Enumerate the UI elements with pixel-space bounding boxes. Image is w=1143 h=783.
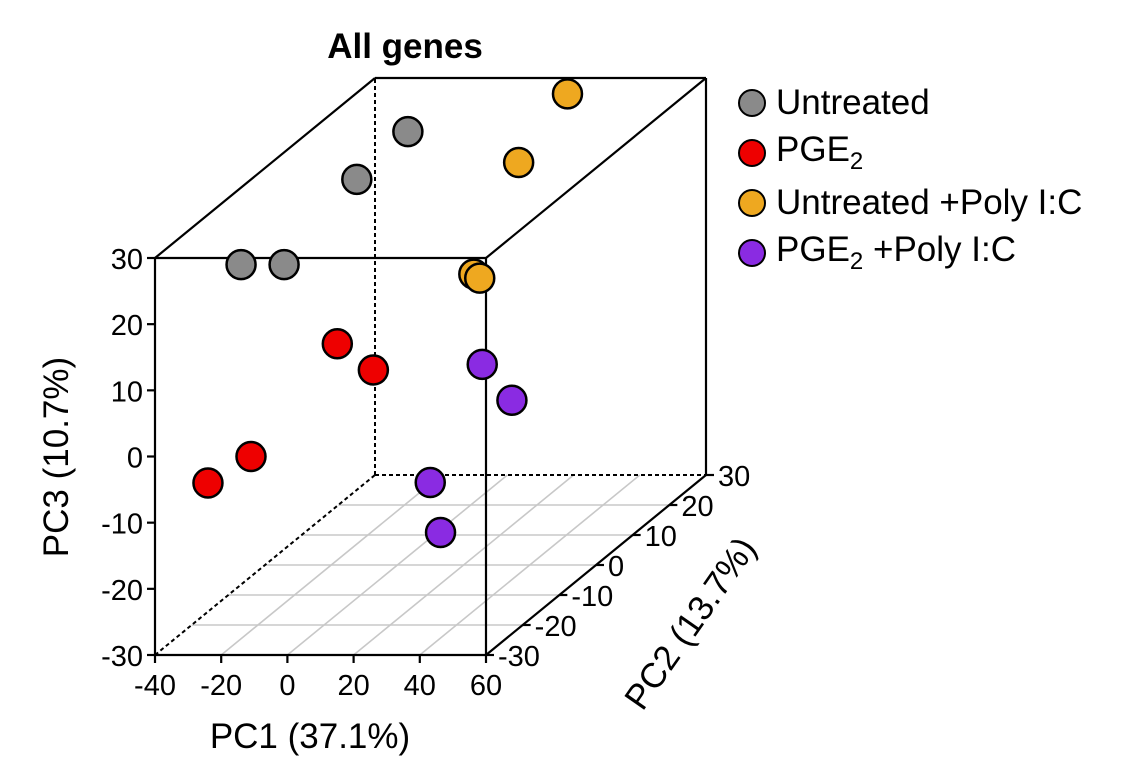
x-tick-label: -20 (200, 670, 242, 702)
data-point-series-3 (496, 384, 528, 416)
data-point-series-0 (341, 163, 373, 196)
data-point-series-0 (225, 248, 257, 281)
legend-label-pge2: PGE2 (776, 130, 864, 175)
x-tick-label: 40 (404, 670, 436, 702)
y-tick-label: -30 (498, 641, 540, 673)
legend-label-untreated: Untreated (776, 83, 930, 122)
legend: Untreated PGE2 Untreated +Poly I:C PGE2 … (738, 78, 1082, 278)
z-tick-label: -30 (101, 641, 143, 673)
y-tick-label: -20 (535, 611, 577, 643)
legend-item-pge2: PGE2 (738, 128, 1082, 178)
box-edge-hidden (154, 474, 376, 656)
z-tick-label: 30 (111, 244, 143, 276)
box-edge (485, 77, 707, 259)
legend-item-untreated: Untreated (738, 78, 1082, 128)
data-point-series-1 (357, 354, 390, 386)
floor-grid (191, 474, 670, 656)
data-point-series-1 (235, 440, 267, 473)
y-tick-label: 30 (718, 461, 750, 493)
z-tick-label: -20 (101, 575, 143, 607)
axis-ticks: -40 -20 0 20 40 60-30-20-100102030-30-20-1001… (101, 244, 750, 702)
legend-item-untreated-polyic: Untreated +Poly I:C (738, 178, 1082, 228)
data-point-series-3 (466, 348, 498, 381)
legend-item-pge2-polyic: PGE2 +Poly I:C (738, 228, 1082, 278)
x-tick-label: 0 (279, 670, 295, 702)
y-tick-label: 0 (608, 551, 624, 583)
x-axis-label: PC1 (37.1%) (210, 717, 410, 756)
legend-swatch-pge2-polyic (738, 239, 766, 267)
legend-label-untreated-polyic: Untreated +Poly I:C (776, 183, 1083, 222)
z-tick-label: -10 (101, 509, 143, 541)
data-points (192, 78, 584, 549)
chart-title: All genes (327, 27, 483, 66)
x-tick-label: -40 (134, 670, 176, 702)
data-point-series-2 (551, 78, 584, 110)
y-axis-label: PC2 (13.7%) (617, 530, 764, 717)
data-point-series-1 (192, 467, 224, 499)
data-point-series-2 (502, 146, 535, 179)
y-tick-label: 10 (645, 521, 677, 553)
data-point-series-1 (321, 328, 354, 360)
z-tick-label: 10 (111, 376, 143, 408)
legend-swatch-untreated-polyic (738, 189, 766, 217)
data-point-series-0 (268, 248, 300, 281)
y-tick-label: 20 (681, 491, 713, 523)
z-tick-label: 20 (111, 310, 143, 342)
z-tick-label: 0 (127, 443, 143, 475)
legend-label-pge2-polyic: PGE2 +Poly I:C (776, 230, 1016, 275)
legend-swatch-untreated (738, 89, 766, 117)
box-edge (154, 77, 376, 259)
data-point-series-2 (463, 262, 496, 294)
x-tick-label: 60 (470, 670, 502, 702)
y-tick-label: -10 (571, 581, 613, 613)
data-point-series-3 (424, 516, 457, 549)
x-tick-label: 20 (337, 670, 369, 702)
data-point-series-3 (414, 466, 446, 499)
legend-swatch-pge2 (738, 139, 766, 167)
data-point-series-0 (392, 115, 424, 148)
z-axis-label: PC3 (10.7%) (37, 357, 76, 557)
